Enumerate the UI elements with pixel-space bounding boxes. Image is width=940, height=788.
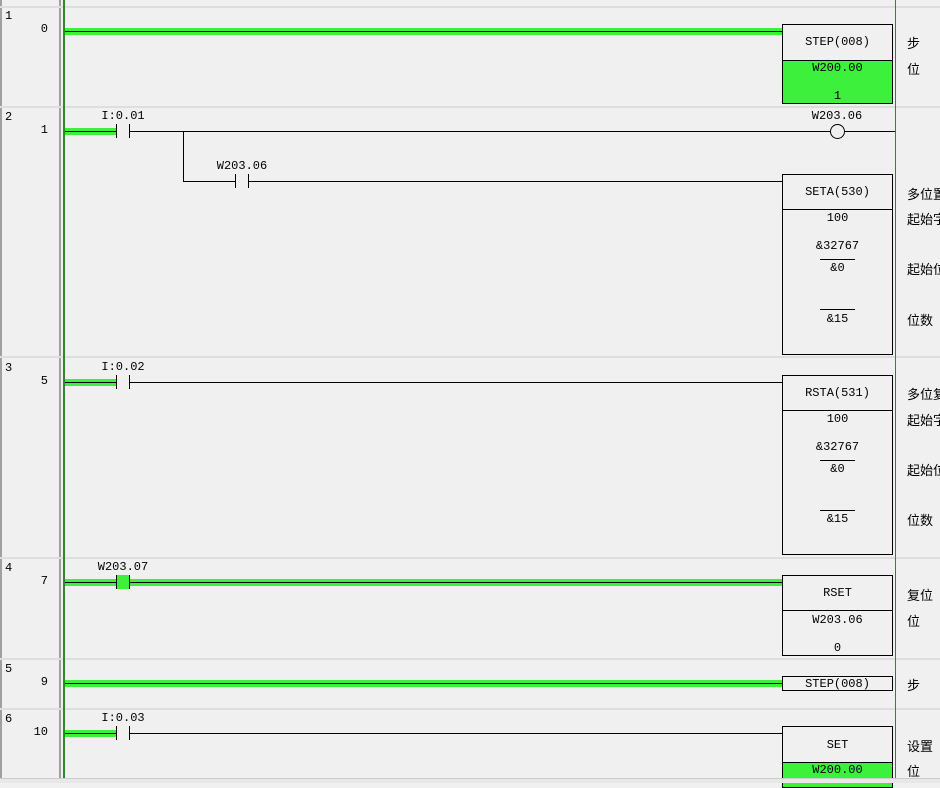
comment: 位数 [907,514,934,529]
comment: 步 [907,37,921,52]
energized-fill [783,61,892,103]
operand: &32767 [815,239,860,253]
wire [130,733,782,734]
divider [820,510,855,511]
contact-label: I:0.01 [101,109,145,123]
rung-divider [0,6,940,8]
step-number: 5 [40,374,48,388]
operand: W200.00 [812,61,863,75]
operand: &0 [830,261,845,275]
rung-divider [0,356,940,358]
rung-number: 4 [5,561,13,575]
operand: 0 [833,641,842,655]
contact-no[interactable] [116,726,130,740]
right-power-rail [895,0,896,782]
coil-label: W203.06 [811,109,863,123]
wire [130,382,782,383]
energized-wire [65,579,782,586]
comment: 设置 [907,740,934,755]
instruction-name: STEP(008) [805,677,870,691]
energized-wire [65,128,116,135]
contact-label: I:0.03 [101,711,145,725]
rung-number: 1 [5,9,13,23]
divider [820,460,855,461]
comment: 位数 [907,314,934,329]
operand: &32767 [815,440,860,454]
comment: 起始位 [907,464,940,479]
operand: &15 [826,312,849,326]
instruction-name: SET [826,738,849,752]
instruction-name: RSTA(531) [805,386,870,400]
instruction-step[interactable]: STEP(008) [782,676,893,691]
divider [820,309,855,310]
instruction-rset[interactable]: RSET W203.06 0 [782,575,893,656]
contact-no-energized[interactable] [116,575,130,589]
divider [783,209,892,210]
branch-wire [183,131,184,181]
operand: 100 [826,211,849,225]
step-number: 7 [40,574,48,588]
comment: 位 [907,63,921,78]
instruction-seta[interactable]: SETA(530) 100 &32767 &0 &15 [782,174,893,355]
step-number: 1 [40,123,48,137]
rung-divider [0,708,940,710]
step-number: 10 [33,725,48,739]
operand: W200.00 [812,763,863,777]
rung-number: 6 [5,712,13,726]
instruction-rsta[interactable]: RSTA(531) 100 &32767 &0 &15 [782,375,893,555]
energized-wire [65,28,782,35]
instruction-step[interactable]: STEP(008) W200.00 1 [782,24,893,104]
contact-no[interactable] [116,124,130,138]
operand: W203.06 [812,613,863,627]
wire [183,181,235,182]
instruction-name: SETA(530) [805,185,870,199]
energized-wire [65,730,116,737]
rung-divider [0,106,940,108]
contact-label: I:0.02 [101,360,145,374]
comment: 起始字 [907,414,940,429]
operand: &0 [830,462,845,476]
comment: 位 [907,615,921,630]
comment: 起始字 [907,213,940,228]
rung-divider [0,557,940,559]
instruction-name: STEP(008) [805,35,870,49]
output-coil[interactable] [830,124,845,139]
divider [783,610,892,611]
rung-number-gutter [0,0,61,782]
comment: 起始位 [907,263,940,278]
energized-wire [65,379,116,386]
comment: 复位 [907,589,934,604]
operand: 100 [826,412,849,426]
operand: 1 [833,89,842,103]
contact-label: W203.07 [97,560,149,574]
rung-number: 5 [5,662,13,676]
divider [783,762,892,763]
operand: &15 [826,512,849,526]
instruction-name: RSET [823,586,852,600]
wire [130,131,895,132]
left-power-rail [63,0,65,782]
energized-wire [65,680,782,687]
contact-label: W203.06 [216,159,268,173]
step-number: 9 [40,675,48,689]
comment: 多位置 [907,188,940,203]
comment: 位 [907,765,921,780]
contact-no[interactable] [116,375,130,389]
rung-number: 2 [5,110,13,124]
wire [249,181,782,182]
divider [783,60,892,61]
step-number: 0 [40,22,48,36]
divider [783,410,892,411]
contact-no[interactable] [235,174,249,188]
comment: 步 [907,679,921,694]
rung-divider [0,658,940,660]
comment: 多位复 [907,388,940,403]
rung-number: 3 [5,361,13,375]
horizontal-scrollbar[interactable] [0,778,940,783]
divider [820,259,855,260]
